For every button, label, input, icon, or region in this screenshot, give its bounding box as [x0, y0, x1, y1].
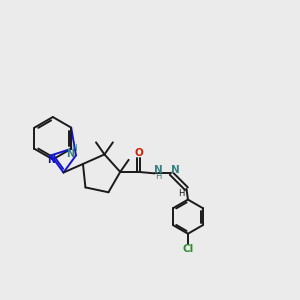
Text: H: H — [156, 172, 162, 181]
Text: N: N — [171, 165, 179, 175]
Text: N: N — [47, 155, 55, 165]
Text: H: H — [178, 189, 185, 198]
Text: O: O — [134, 148, 143, 158]
Text: H: H — [72, 144, 77, 153]
Text: Cl: Cl — [182, 244, 194, 254]
Text: N: N — [67, 149, 75, 159]
Text: N: N — [154, 165, 163, 175]
